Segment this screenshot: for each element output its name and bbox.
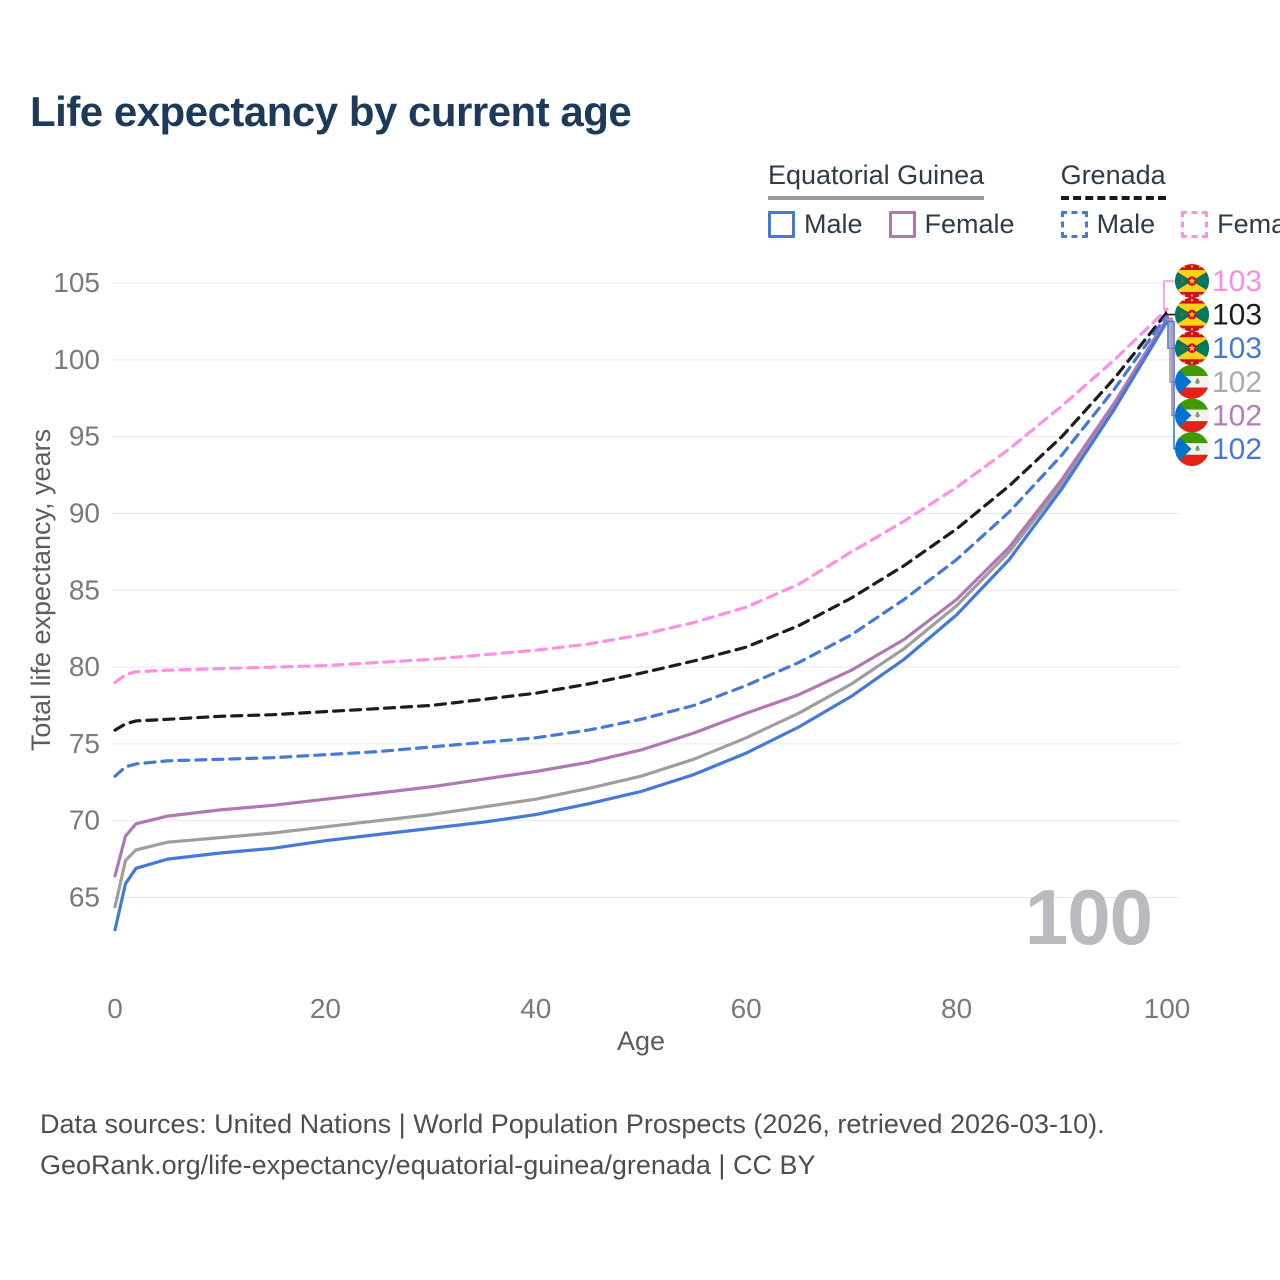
end-value-label: 103 [1212,299,1262,332]
y-tick-label: 90 [69,498,100,529]
series-line-grenada-both-sexes [113,310,1169,732]
grenada-flag-icon[interactable] [1174,263,1210,299]
y-tick-label: 105 [53,267,100,298]
line-swatch-icon [1181,211,1209,238]
grenada-flag-icon[interactable] [1174,297,1210,333]
y-tick-label: 85 [69,574,100,605]
legend-item-label: Female [924,209,1015,239]
y-tick-label: 65 [69,882,100,913]
y-tick-label: 80 [69,651,100,682]
grenada-flag-icon[interactable] [1174,330,1210,366]
legend: Equatorial Guinea Male Female Grenada Ma… [768,160,1280,240]
leader-line [1163,280,1176,310]
legend-group-grenada: Grenada Male Female [1060,160,1280,240]
equatorial-guinea-flag-icon[interactable] [1174,364,1210,400]
x-tick-label: 0 [107,993,123,1024]
end-value-label: 102 [1212,366,1262,399]
gridlines [112,282,1180,898]
legend-country-label: Grenada [1060,160,1166,200]
y-tick-label: 100 [53,344,100,375]
y-tick-label: 95 [69,421,100,452]
x-tick-label: 80 [941,993,972,1024]
line-swatch-icon [768,211,795,238]
y-tick-label: 75 [69,728,100,759]
line-swatch-icon [888,211,916,238]
line-swatch-icon [1060,211,1088,238]
x-tick-label: 20 [310,993,341,1024]
axes: 65 70 75 80 85 90 95 100 105 0 20 40 60 80 100 Age Total… [26,267,1190,1056]
series-line-equatorial-guinea-female [113,316,1169,878]
end-value-label: 102 [1212,399,1262,432]
x-tick-label: 60 [731,993,762,1024]
axis-max-watermark: 100 [1025,873,1153,961]
series-line-equatorial-guinea-both-sexes [113,318,1169,909]
end-value-label: 103 [1212,265,1262,298]
legend-group-equatorial-guinea: Equatorial Guinea Male Female [768,160,1015,240]
x-axis-title: Age [617,1026,665,1056]
legend-item-eq-male[interactable]: Male [768,209,863,240]
legend-item-eq-female[interactable]: Female [888,209,1015,240]
end-value-label: 102 [1212,433,1262,466]
leader-line [1167,319,1176,383]
legend-item-label: Male [804,209,863,239]
series-line-equatorial-guinea-male [113,319,1169,932]
y-axis-title: Total life expectancy, years [26,429,56,751]
attribution-line: GeoRank.org/life-expectancy/equatorial-g… [40,1150,816,1180]
legend-item-gd-female[interactable]: Female [1181,209,1280,240]
equatorial-guinea-flag-icon[interactable] [1174,397,1210,433]
legend-item-label: Female [1217,209,1280,239]
series-lines [113,307,1169,932]
series-line-grenada-female [113,307,1169,685]
series-line-grenada-male [113,313,1169,778]
page-title: Life expectancy by current age [30,88,632,135]
y-tick-label: 70 [69,805,100,836]
end-value-label: 103 [1212,332,1262,365]
data-sources-line: Data sources: United Nations | World Pop… [40,1109,1105,1139]
footer: Data sources: United Nations | World Pop… [40,1104,1105,1186]
legend-item-gd-male[interactable]: Male [1060,209,1156,240]
legend-country-label: Equatorial Guinea [768,160,985,200]
leader-line [1165,311,1176,316]
x-tick-label: 100 [1144,993,1191,1024]
legend-item-label: Male [1096,209,1156,239]
watermark-label: 100 [1025,873,1152,961]
x-tick-label: 40 [520,993,551,1024]
